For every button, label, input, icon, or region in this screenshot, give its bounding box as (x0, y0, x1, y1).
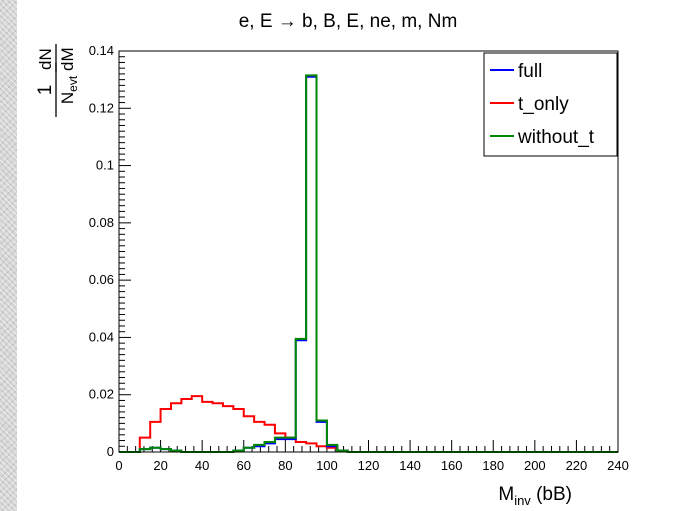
legend-label-full: full (518, 61, 542, 82)
chart-title: e, E → b, B, E, ne, m, Nm (239, 11, 458, 32)
y-tick-label: 0.1 (96, 158, 114, 173)
y-tick-label: 0.14 (89, 43, 114, 58)
x-tick-label: 20 (153, 458, 167, 473)
y-label-denominator: Nevt (58, 75, 80, 104)
x-tick-label: 80 (278, 458, 292, 473)
x-axis-label-suffix: (bB) (531, 484, 572, 505)
background-stripe (0, 0, 17, 511)
y-tick-label: 0.04 (89, 329, 114, 344)
x-tick-label: 120 (358, 458, 380, 473)
x-axis-label: Minv (bB) (498, 484, 572, 508)
x-axis-label-main: M (498, 484, 514, 505)
legend-label-without-t: without_t (517, 127, 595, 148)
x-axis-label-sub: inv (514, 493, 531, 508)
y-tick-label: 0.06 (89, 272, 114, 287)
y-tick-label: 0.12 (89, 100, 114, 115)
x-tick-label: 60 (237, 458, 251, 473)
y-label-evt: evt (66, 75, 80, 92)
y-tick-label: 0.08 (89, 215, 114, 230)
y-label-dm: dM (58, 47, 77, 71)
y-label-n: N (58, 92, 77, 104)
y-axis-label: 1 Nevt dN dM (35, 44, 80, 117)
y-tick-labels: 0 0.02 0.04 0.06 0.08 0.1 0.12 0.14 (89, 43, 114, 459)
x-tick-label: 100 (316, 458, 338, 473)
y-label-dn: dN (36, 48, 55, 70)
x-tick-label: 160 (441, 458, 463, 473)
plot-frame (118, 50, 619, 453)
x-tick-label: 240 (607, 458, 629, 473)
x-tick-label: 40 (195, 458, 209, 473)
x-tick-label: 220 (566, 458, 588, 473)
legend: full t_only without_t (483, 52, 618, 157)
x-tick-labels: 0 20 40 60 80 100 120 140 160 180 200 220 240 (115, 458, 628, 473)
y-tick-label: 0 (107, 444, 114, 459)
y-label-one: 1 (35, 85, 56, 96)
x-tick-label: 0 (115, 458, 122, 473)
x-tick-label: 180 (482, 458, 504, 473)
x-tick-label: 200 (524, 458, 546, 473)
y-tick-label: 0.02 (89, 387, 114, 402)
x-tick-label: 140 (399, 458, 421, 473)
legend-label-t-only: t_only (518, 94, 569, 115)
